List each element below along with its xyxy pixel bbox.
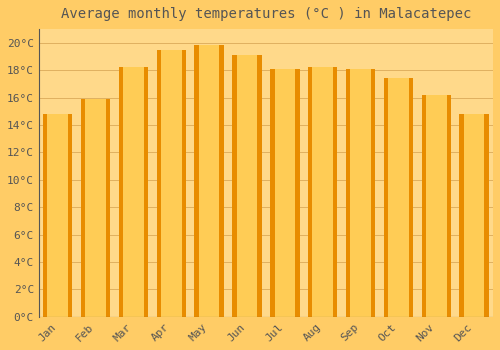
Bar	[81, 99, 110, 317]
Bar	[384, 78, 413, 317]
Bar	[194, 46, 224, 317]
Bar	[308, 68, 312, 317]
Bar	[409, 78, 413, 317]
Bar	[232, 55, 236, 317]
Bar	[460, 114, 489, 317]
Bar	[156, 50, 186, 317]
Bar	[460, 114, 464, 317]
Title: Average monthly temperatures (°C ) in Malacatepec: Average monthly temperatures (°C ) in Ma…	[60, 7, 471, 21]
Bar	[333, 68, 338, 317]
Bar	[346, 69, 376, 317]
Bar	[308, 68, 338, 317]
Bar	[258, 55, 262, 317]
Bar	[371, 69, 376, 317]
Bar	[295, 69, 300, 317]
Bar	[232, 55, 262, 317]
Bar	[118, 68, 148, 317]
Bar	[106, 99, 110, 317]
Bar	[270, 69, 300, 317]
Bar	[270, 69, 274, 317]
Bar	[144, 68, 148, 317]
Bar	[68, 114, 72, 317]
Bar	[446, 95, 451, 317]
Bar	[43, 114, 72, 317]
Bar	[220, 46, 224, 317]
Bar	[422, 95, 426, 317]
Bar	[118, 68, 123, 317]
Bar	[384, 78, 388, 317]
Bar	[422, 95, 451, 317]
Bar	[156, 50, 161, 317]
Bar	[43, 114, 48, 317]
Bar	[346, 69, 350, 317]
Bar	[484, 114, 489, 317]
Bar	[182, 50, 186, 317]
Bar	[194, 46, 199, 317]
Bar	[81, 99, 86, 317]
